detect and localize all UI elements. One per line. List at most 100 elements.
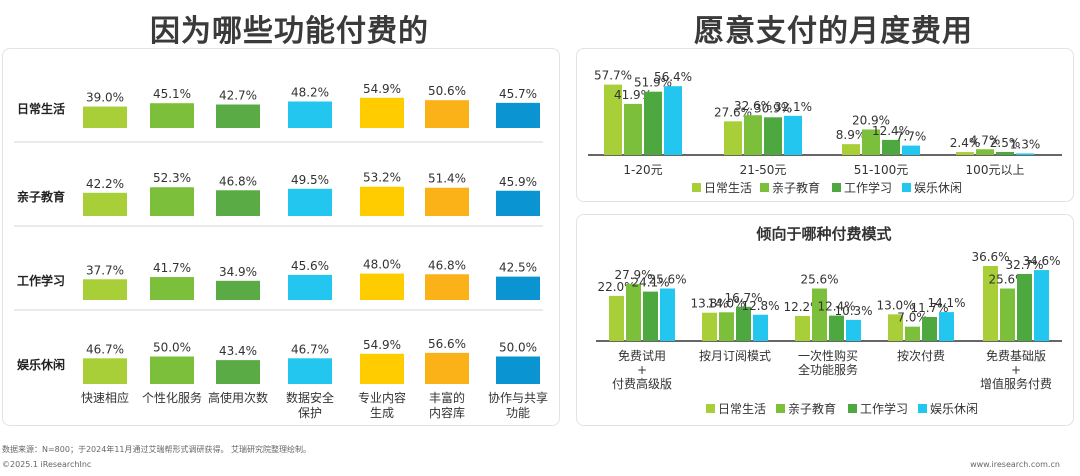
- category-label-4-line-0: 免费基础版: [986, 348, 1046, 363]
- value-label-r0-c5: 50.6%: [428, 84, 466, 98]
- value-label-r2-c0: 37.7%: [86, 263, 124, 277]
- value-label-g3-s0: 2.4%: [950, 136, 981, 150]
- value-label-g0-s2: 24.1%: [631, 276, 669, 290]
- value-label-g3-s0: 13.0%: [876, 298, 914, 312]
- bar-g1-s2: [764, 117, 782, 155]
- bar-g1-s2: [736, 306, 751, 341]
- bar-g1-s0: [702, 312, 717, 341]
- legend-label-2: 工作学习: [860, 401, 908, 416]
- footer-source: 数据来源：N=800；于2024年11月通过艾瑞帮形式调研获得。 艾瑞研究院整理…: [2, 445, 312, 454]
- bar-g0-s0: [604, 84, 622, 155]
- value-label-r3-c5: 56.6%: [428, 337, 466, 351]
- subchart-title: 倾向于哪种付费模式: [755, 225, 891, 243]
- bar-g0-s2: [643, 291, 658, 341]
- legend-swatch-1: [776, 404, 785, 413]
- legend-swatch-2: [832, 183, 841, 192]
- category-label-1-line-0: 按月订阅模式: [699, 349, 771, 363]
- legend-label-3: 娱乐休闲: [914, 181, 962, 195]
- value-label-r2-c5: 46.8%: [428, 258, 466, 272]
- bar-r1-c4: [360, 186, 404, 216]
- legend-swatch-3: [918, 404, 927, 413]
- value-label-r3-c6: 50.0%: [499, 341, 537, 355]
- value-label-g1-s3: 12.8%: [741, 299, 779, 313]
- category-label-2-line-0: 高使用次数: [208, 390, 268, 405]
- left-title: 因为哪些功能付费的: [150, 14, 429, 49]
- value-label-g3-s2: 11.7%: [910, 301, 948, 315]
- bar-r2-c2: [216, 280, 260, 300]
- value-label-r3-c0: 46.7%: [86, 342, 124, 356]
- value-label-g2-s1: 25.6%: [800, 273, 838, 287]
- category-label-0: 1-20元: [623, 163, 662, 177]
- bar-r3-c6: [496, 356, 540, 384]
- value-label-r2-c3: 45.6%: [291, 259, 329, 273]
- value-label-g3-s1: 4.7%: [970, 133, 1001, 147]
- legend-swatch-0: [692, 183, 701, 192]
- value-label-g0-s1: 27.9%: [614, 268, 652, 282]
- bar-g3-s3: [939, 312, 954, 341]
- bar-g1-s3: [784, 115, 802, 155]
- value-label-r1-c6: 45.9%: [499, 175, 537, 189]
- bar-r3-c3: [288, 358, 332, 384]
- bar-r3-c0: [83, 358, 127, 384]
- legend-swatch-2: [848, 404, 857, 413]
- bar-g2-s2: [882, 139, 900, 155]
- bar-g3-s0: [888, 314, 903, 341]
- bar-r3-c1: [150, 356, 194, 384]
- value-label-g2-s2: 12.4%: [817, 300, 855, 314]
- bar-r2-c0: [83, 279, 127, 300]
- value-label-g2-s0: 8.9%: [836, 128, 867, 142]
- bar-g0-s2: [644, 91, 662, 155]
- bar-r1-c0: [83, 192, 127, 216]
- bar-r1-c2: [216, 190, 260, 216]
- value-label-r0-c2: 42.7%: [219, 89, 257, 103]
- bar-g2-s3: [846, 319, 861, 341]
- value-label-g2-s3: 10.3%: [834, 304, 872, 318]
- legend-label-1: 亲子教育: [772, 180, 820, 195]
- bar-r0-c4: [360, 97, 404, 128]
- bar-r3-c5: [425, 352, 469, 384]
- value-label-g2-s1: 20.9%: [852, 114, 890, 128]
- bar-g3-s3: [1016, 153, 1034, 155]
- value-label-r3-c1: 50.0%: [153, 341, 191, 355]
- value-label-g3-s3: 1.3%: [1010, 137, 1041, 151]
- value-label-r1-c4: 53.2%: [363, 171, 401, 185]
- category-label-2-line-0: 一次性购买: [798, 348, 858, 363]
- value-label-r2-c4: 48.0%: [363, 258, 401, 272]
- value-label-r1-c3: 49.5%: [291, 173, 329, 187]
- legend-swatch-1: [760, 183, 769, 192]
- bar-g2-s3: [902, 145, 920, 155]
- value-label-g1-s2: 16.7%: [724, 291, 762, 305]
- bar-g3-s1: [976, 149, 994, 155]
- footer-url: www.iresearch.com.cn: [970, 460, 1060, 469]
- row-label-0: 日常生活: [17, 101, 65, 116]
- category-label-4-line-1: 生成: [370, 406, 394, 420]
- bar-g3-s2: [996, 151, 1014, 155]
- value-label-r2-c1: 41.7%: [153, 261, 191, 275]
- bar-r1-c5: [425, 187, 469, 216]
- bar-g1-s1: [719, 312, 734, 341]
- bar-r1-c6: [496, 190, 540, 216]
- bar-g1-s0: [724, 121, 742, 155]
- chart-payment-mode: 倾向于哪种付费模式22.0%27.9%24.1%25.6%免费试用+付费高级版1…: [596, 225, 1062, 416]
- bar-r0-c6: [496, 102, 540, 128]
- category-label-4-line-0: 专业内容: [358, 390, 406, 405]
- bar-g0-s1: [624, 103, 642, 155]
- bar-g3-s2: [922, 317, 937, 341]
- bar-g3-s0: [956, 152, 974, 155]
- value-label-r2-c2: 34.9%: [219, 265, 257, 279]
- category-label-3-line-0: 数据安全: [286, 390, 334, 405]
- value-label-g2-s2: 12.4%: [872, 124, 910, 138]
- bar-r1-c1: [150, 187, 194, 216]
- bar-g2-s2: [829, 315, 844, 341]
- legend-swatch-3: [902, 183, 911, 192]
- value-label-r0-c6: 45.7%: [499, 87, 537, 101]
- value-label-r3-c3: 46.7%: [291, 342, 329, 356]
- bar-r2-c5: [425, 274, 469, 300]
- category-label-0-line-2: 付费高级版: [612, 376, 672, 391]
- bar-g4-s1: [1000, 288, 1015, 341]
- footer-copyright: ©2025.1 iResearchInc: [2, 460, 92, 469]
- category-label-0-line-0: 快速相应: [81, 390, 129, 405]
- bar-r3-c2: [216, 360, 260, 384]
- value-label-r0-c1: 45.1%: [153, 87, 191, 101]
- value-label-g0-s2: 51.9%: [634, 76, 672, 90]
